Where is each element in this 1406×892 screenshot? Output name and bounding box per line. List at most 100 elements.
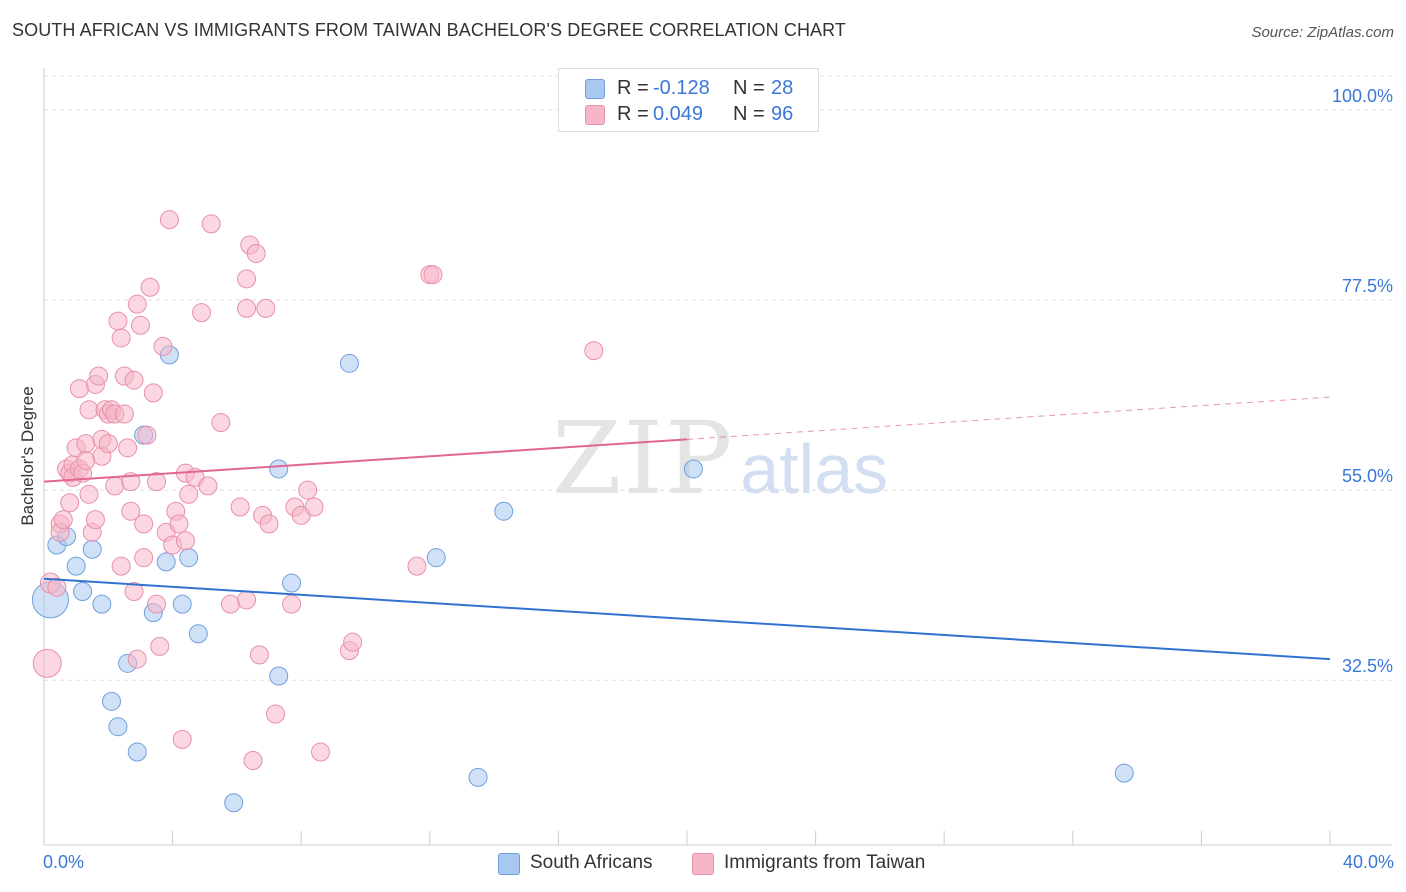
point-blue-5 [82,539,102,559]
point-pink-29 [105,476,125,496]
point-blue-6 [92,594,112,614]
point-pink-42 [127,294,147,314]
point-pink-43 [130,315,150,335]
point-pink-38 [121,501,141,521]
point-pink-51 [150,636,170,656]
point-blue-3 [66,556,86,576]
point-pink-68 [230,497,250,517]
point-pink-15 [76,451,96,470]
point-pink-34 [114,404,134,424]
point-pink-90 [423,265,443,285]
point-pink-16 [76,434,96,454]
point-pink-84 [304,497,324,517]
watermark-zip: ZIP [552,400,735,517]
point-blue-4 [73,581,93,601]
point-pink-41 [127,649,147,669]
point-blue-13 [156,552,176,572]
point-pink-39 [124,581,144,601]
legend-n-label: N = [733,103,765,125]
point-pink-64 [198,476,218,496]
legend-r-value: 0.049 [653,103,704,125]
point-pink-17 [79,484,99,504]
legend-r-label: R = [617,103,649,125]
point-pink-73 [243,750,263,770]
point-pink-54 [159,210,179,230]
point-blue-19 [269,459,289,479]
chart-title: SOUTH AFRICAN VS IMMIGRANTS FROM TAIWAN … [12,20,847,40]
point-blue-26 [683,459,703,479]
point-pink-67 [220,594,240,614]
y-tick-label-55: 55.0% [1341,466,1393,486]
point-blue-25 [494,501,514,521]
trend-line-pink [43,438,688,483]
point-pink-61 [179,484,199,504]
point-pink-0 [32,648,62,678]
point-pink-59 [175,531,195,551]
point-pink-22 [89,366,109,386]
point-pink-40 [124,370,144,390]
legend-n-value: 96 [771,103,794,125]
y-tick-label-77-5: 77.5% [1341,276,1393,296]
point-pink-27 [98,434,118,454]
point-pink-63 [192,303,212,323]
point-pink-36 [118,438,138,458]
point-pink-13 [69,379,89,399]
point-pink-70 [237,298,257,318]
point-pink-83 [298,480,318,500]
point-blue-8 [108,717,128,737]
point-blue-18 [224,793,244,813]
point-pink-50 [147,472,167,492]
point-pink-66 [211,412,231,432]
x-tick-label-max: 40.0% [1342,852,1394,872]
point-pink-44 [134,548,154,568]
point-pink-46 [137,425,157,445]
watermark: ZIPatlas [552,400,888,517]
point-pink-85 [310,742,330,762]
point-pink-78 [259,514,279,534]
y-tick-label-100: 100.0% [1331,86,1393,106]
watermark-atlas: atlas [740,430,889,508]
legend-swatch-pink [585,105,605,125]
legend-n-value: 28 [771,77,794,99]
point-pink-79 [265,704,285,724]
y-axis-label: Bachelor's Degree [18,386,37,526]
point-pink-45 [134,514,154,534]
point-pink-5 [53,510,73,530]
point-blue-21 [269,666,289,686]
point-pink-71 [237,269,257,289]
point-pink-47 [140,277,160,297]
point-blue-10 [127,742,147,762]
y-tick-label-32-5: 32.5% [1341,656,1393,676]
bottom-legend-swatch-pink [692,853,714,875]
bottom-legend-label: Immigrants from Taiwan [724,852,926,873]
x-tick-label-min: 0.0% [43,852,85,872]
point-pink-75 [249,645,269,665]
point-pink-87 [343,632,363,652]
trend-line-blue [43,577,1331,661]
legend-r-label: R = [617,77,649,99]
point-pink-57 [169,514,189,534]
point-pink-49 [147,594,167,614]
point-pink-18 [79,400,99,420]
point-blue-23 [426,548,446,568]
point-pink-91 [584,341,604,361]
legend-r-value: -0.128 [653,77,710,99]
correlation-legend: R = -0.128 N = 28 R = 0.049 N = 96 [558,68,819,132]
point-pink-65 [201,214,221,234]
bottom-legend-label: South Africans [530,852,653,873]
point-blue-24 [468,767,488,787]
point-pink-58 [172,729,192,749]
point-blue-16 [179,548,199,568]
point-blue-20 [282,573,302,593]
point-pink-2 [47,577,67,597]
bottom-legend-swatch-blue [498,853,520,875]
point-blue-7 [102,691,122,711]
point-pink-8 [60,493,80,513]
point-pink-69 [237,590,257,610]
point-blue-17 [188,624,208,644]
point-blue-22 [339,353,359,373]
legend-n-label: N = [733,77,765,99]
point-pink-80 [282,594,302,614]
point-pink-74 [246,243,266,263]
